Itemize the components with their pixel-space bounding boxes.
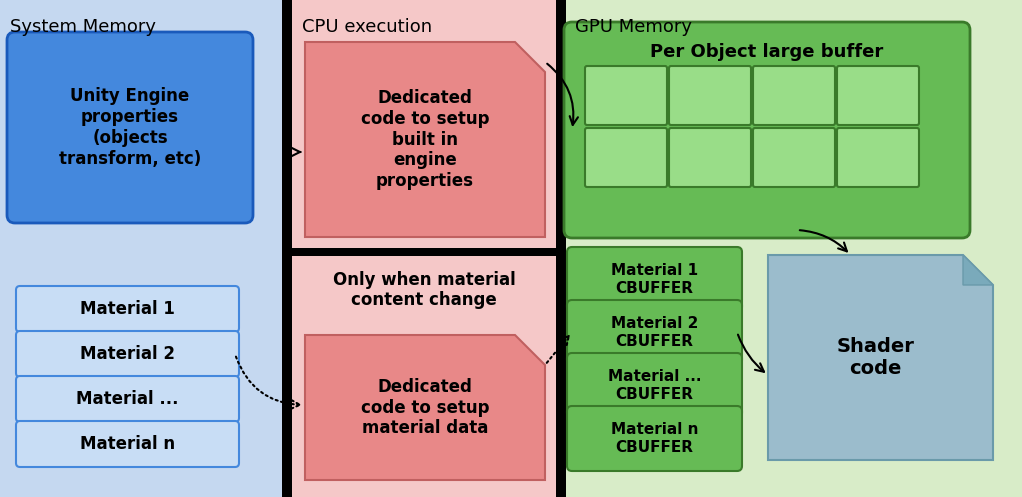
Bar (282, 0, 292, 497)
Text: Shader
code: Shader code (837, 337, 915, 378)
Text: Material ...
CBUFFER: Material ... CBUFFER (608, 369, 701, 402)
Polygon shape (305, 42, 545, 237)
FancyBboxPatch shape (837, 128, 919, 187)
FancyBboxPatch shape (0, 0, 284, 497)
FancyBboxPatch shape (567, 406, 742, 471)
Text: Material n
CBUFFER: Material n CBUFFER (611, 422, 698, 455)
FancyBboxPatch shape (585, 66, 667, 125)
Bar (292, 248, 556, 256)
Text: Material 1: Material 1 (80, 300, 175, 318)
Text: Material 2: Material 2 (80, 345, 175, 363)
Text: Material 2
CBUFFER: Material 2 CBUFFER (611, 316, 698, 349)
FancyBboxPatch shape (567, 247, 742, 312)
Polygon shape (305, 335, 545, 480)
FancyBboxPatch shape (16, 376, 239, 422)
Text: Dedicated
code to setup
built in
engine
properties: Dedicated code to setup built in engine … (361, 89, 490, 190)
FancyBboxPatch shape (16, 286, 239, 332)
FancyBboxPatch shape (585, 128, 667, 187)
Text: Dedicated
code to setup
material data: Dedicated code to setup material data (361, 378, 490, 437)
FancyBboxPatch shape (669, 128, 751, 187)
Bar (292, 0, 556, 248)
FancyBboxPatch shape (567, 300, 742, 365)
FancyBboxPatch shape (837, 66, 919, 125)
FancyBboxPatch shape (669, 66, 751, 125)
Text: Per Object large buffer: Per Object large buffer (650, 43, 884, 61)
Text: Unity Engine
properties
(objects
transform, etc): Unity Engine properties (objects transfo… (59, 87, 201, 167)
Text: Only when material
content change: Only when material content change (332, 270, 515, 310)
FancyBboxPatch shape (16, 421, 239, 467)
Text: Material ...: Material ... (77, 390, 179, 408)
Text: GPU Memory: GPU Memory (575, 18, 692, 36)
FancyBboxPatch shape (564, 22, 970, 238)
Polygon shape (768, 255, 993, 460)
Polygon shape (963, 255, 993, 285)
FancyBboxPatch shape (567, 353, 742, 418)
FancyBboxPatch shape (753, 66, 835, 125)
FancyBboxPatch shape (753, 128, 835, 187)
Bar (556, 0, 566, 497)
FancyBboxPatch shape (7, 32, 253, 223)
Text: System Memory: System Memory (10, 18, 156, 36)
Text: Material 1
CBUFFER: Material 1 CBUFFER (611, 263, 698, 296)
Text: CPU execution: CPU execution (301, 18, 432, 36)
Text: Material n: Material n (80, 435, 175, 453)
FancyBboxPatch shape (16, 331, 239, 377)
Bar (292, 256, 556, 497)
Bar (566, 0, 1022, 497)
